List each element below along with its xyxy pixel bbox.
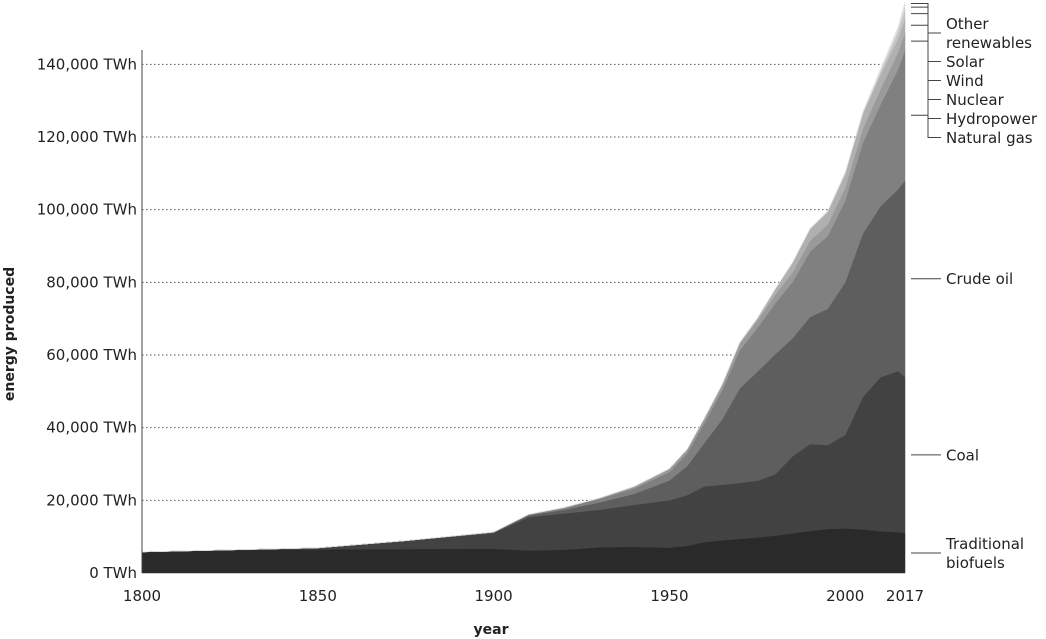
- area-series: [141, 1, 906, 553]
- series-label: Nuclear: [946, 91, 1005, 109]
- gridlines: [142, 63, 905, 501]
- label-leader-line: [911, 6, 941, 62]
- label-leader-line: [911, 24, 941, 100]
- y-tick-label: 0 TWh: [89, 564, 137, 582]
- y-tick-label: 120,000 TWh: [37, 128, 137, 146]
- label-leader-line: [911, 114, 941, 138]
- y-axis: 0 TWh 20,000 TWh 40,000 TWh 60,000 TWh 80,00…: [37, 50, 143, 582]
- series-label: Solar: [946, 53, 985, 71]
- x-tick-label: 2000: [826, 587, 864, 605]
- label-leader-line: [911, 40, 941, 119]
- series-label: Crude oil: [946, 270, 1013, 288]
- y-tick-label: 140,000 TWh: [37, 55, 137, 73]
- series-label: Hydropower: [946, 110, 1038, 128]
- y-tick-label: 20,000 TWh: [46, 491, 137, 509]
- x-tick-label: 2017: [886, 587, 924, 605]
- x-tick-label: 1900: [475, 587, 513, 605]
- series-label: Natural gas: [946, 129, 1033, 147]
- y-tick-label: 80,000 TWh: [46, 273, 137, 291]
- series-label: biofuels: [946, 554, 1005, 572]
- series-label: renewables: [946, 34, 1032, 52]
- x-tick-label: 1950: [650, 587, 688, 605]
- stacked-areas: [141, 1, 906, 574]
- y-tick-label: 40,000 TWh: [46, 419, 137, 437]
- y-axis-title: energy produced: [2, 267, 18, 401]
- x-axis-title: year: [474, 622, 509, 638]
- label-leader-line: [911, 13, 941, 81]
- series-label: Wind: [946, 72, 984, 90]
- label-leader-line: [911, 3, 941, 34]
- series-label: Coal: [946, 446, 979, 464]
- y-tick-label: 60,000 TWh: [46, 346, 137, 364]
- y-tick-label: 100,000 TWh: [37, 201, 137, 219]
- x-tick-label: 1800: [123, 587, 161, 605]
- x-tick-label: 1850: [299, 587, 337, 605]
- x-axis: 1800 1850 1900 1950 2000 2017: [123, 587, 924, 605]
- series-label: Traditional: [945, 535, 1024, 553]
- series-labels: OtherrenewablesSolarWindNuclearHydropowe…: [911, 3, 1038, 572]
- series-label: Other: [946, 15, 989, 33]
